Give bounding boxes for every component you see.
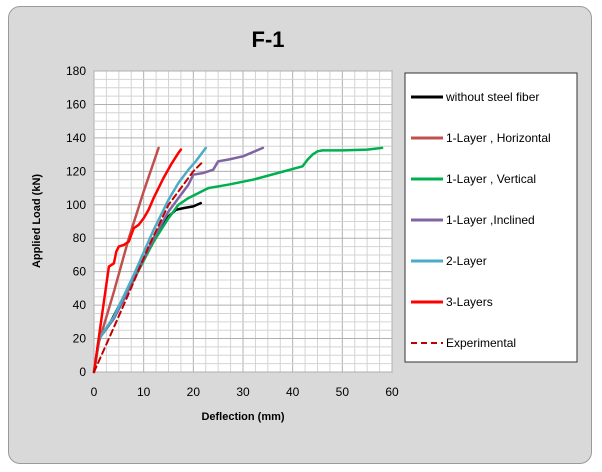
legend-label-1: 1-Layer , Horizontal	[446, 131, 551, 145]
y-tick-label: 140	[66, 131, 86, 145]
legend-label-2: 1-Layer , Vertical	[446, 172, 536, 186]
legend-items: without steel fiber 1-Layer , Horizontal 1…	[411, 90, 551, 350]
series-line-6	[93, 160, 205, 373]
x-tick-label: 20	[187, 385, 201, 399]
x-tick-label: 10	[137, 385, 151, 399]
series-lines	[92, 146, 384, 374]
x-tick-label: 50	[336, 385, 350, 399]
x-tick-label: 40	[286, 385, 300, 399]
y-tick-label: 80	[73, 231, 87, 245]
x-tick-labels: 0 10 20 30 40 50 60	[91, 385, 399, 399]
y-tick-label: 40	[73, 298, 87, 312]
legend-label-6: Experimental	[446, 336, 516, 350]
x-tick-label: 30	[236, 385, 250, 399]
x-axis-label: Deflection (mm)	[201, 411, 284, 423]
x-tick-label: 60	[385, 385, 399, 399]
chart-title: F-1	[252, 27, 285, 52]
legend-label-5: 3-Layers	[446, 295, 493, 309]
y-tick-label: 100	[66, 198, 86, 212]
y-tick-label: 20	[73, 332, 87, 346]
y-tick-label: 180	[66, 64, 86, 78]
legend	[404, 72, 578, 363]
y-tick-label: 60	[73, 265, 87, 279]
y-tick-label: 120	[66, 164, 86, 178]
series-line-5	[92, 148, 183, 374]
series-line-4	[92, 146, 208, 374]
y-tick-labels: 0 20 40 60 80 100 120 140 160 180	[66, 64, 86, 379]
y-tick-label: 0	[79, 365, 86, 379]
legend-label-4: 2-Layer	[446, 254, 487, 268]
y-tick-label: 160	[66, 97, 86, 111]
legend-label-0: without steel fiber	[445, 90, 539, 104]
x-tick-label: 0	[91, 385, 98, 399]
y-axis-label: Applied Load (kN)	[31, 174, 43, 268]
legend-label-3: 1-Layer ,Inclined	[446, 213, 535, 227]
